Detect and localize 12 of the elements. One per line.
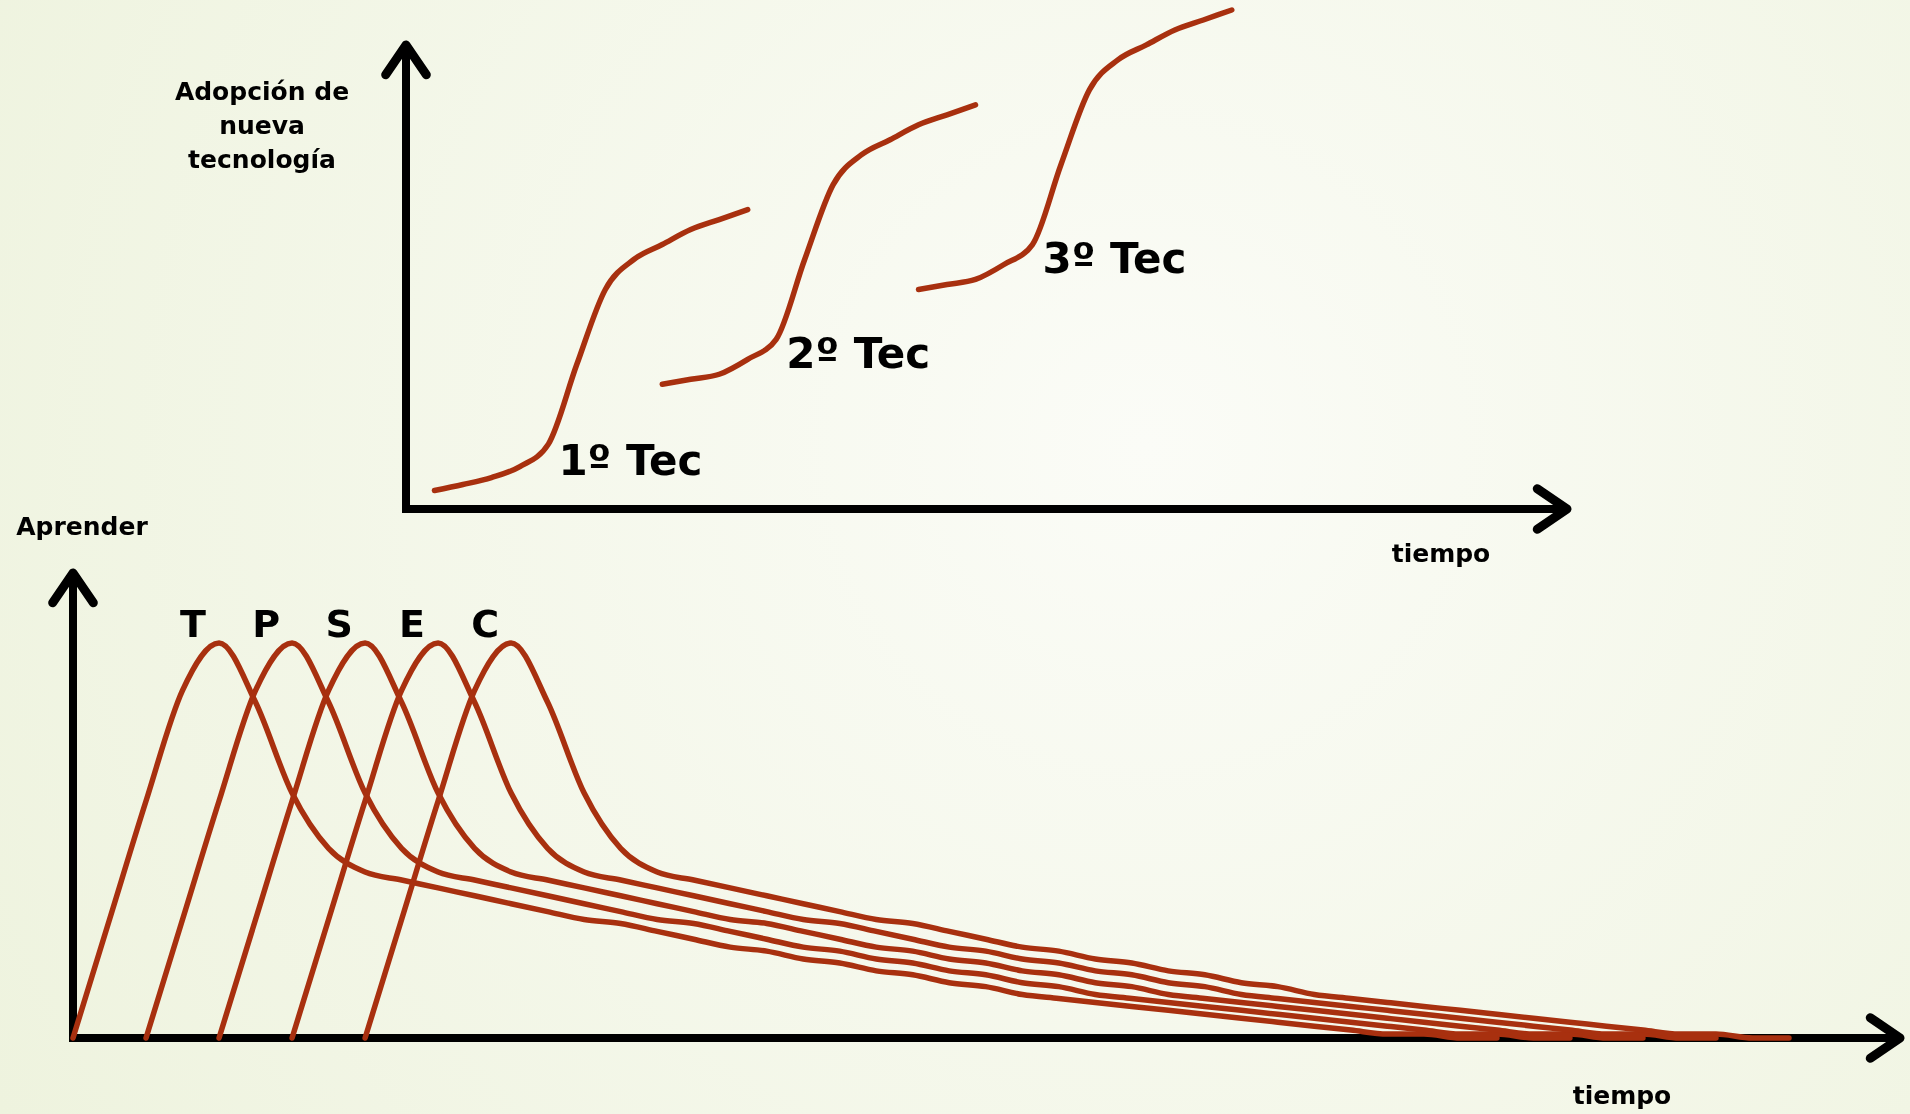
series-label: S bbox=[325, 602, 353, 646]
series-label: 3º Tec bbox=[1042, 234, 1187, 284]
series-label: 2º Tec bbox=[786, 329, 931, 379]
series-label: 1º Tec bbox=[558, 435, 703, 485]
y-axis-title: Aprender bbox=[16, 512, 149, 541]
y-axis-title: Adopción de nueva tecnología bbox=[174, 77, 350, 174]
x-axis-title: tiempo bbox=[1391, 539, 1491, 568]
series-label: C bbox=[471, 602, 500, 646]
series-label: T bbox=[180, 602, 207, 646]
series-label: P bbox=[252, 602, 280, 646]
x-axis-title: tiempo bbox=[1572, 1081, 1672, 1110]
series-label: E bbox=[399, 602, 426, 646]
